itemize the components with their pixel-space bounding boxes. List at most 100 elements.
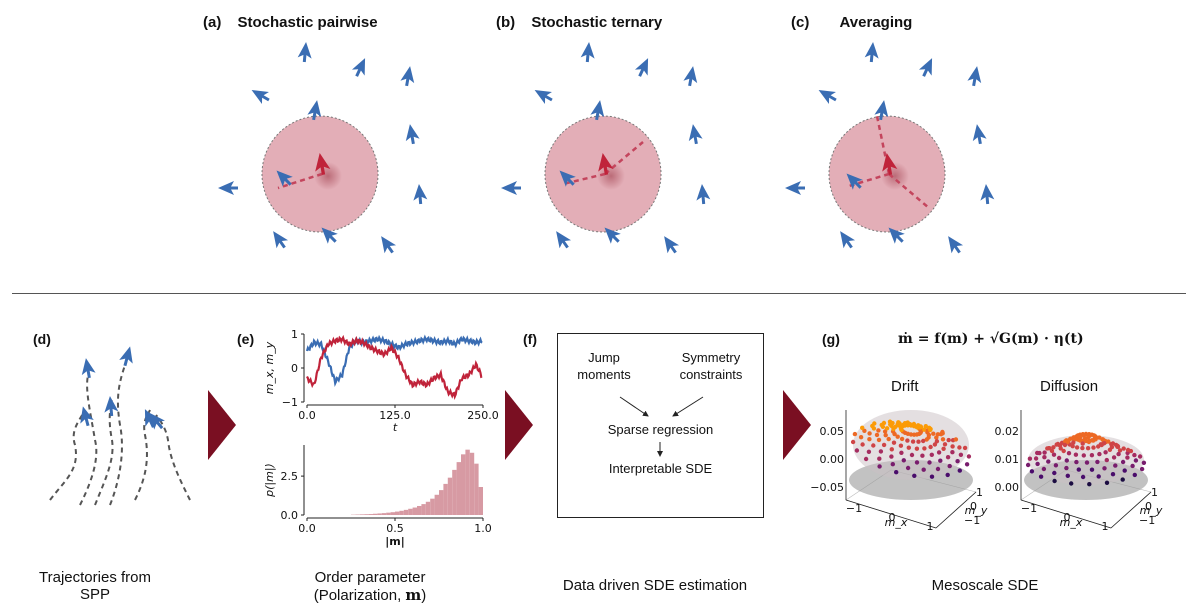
scatter-point [1120, 459, 1126, 465]
scatter-point [1139, 466, 1145, 472]
agent-arrow [501, 181, 521, 195]
scatter-point [852, 431, 858, 437]
scatter-point [876, 428, 881, 433]
scatter-point [1064, 458, 1069, 463]
panel-e-caption-line2-text: (Polarization, [313, 587, 406, 604]
scatter-point [884, 426, 890, 431]
scatter-point [1086, 439, 1092, 445]
arrow-sym-to-sparse [672, 396, 704, 417]
agent-arrow [297, 41, 314, 63]
scatter-point [936, 450, 942, 455]
panel-e-letter: (e) [237, 331, 255, 347]
z-tick-label: −0.05 [810, 481, 844, 494]
panel-a-letter: (a) [203, 14, 222, 31]
scatter-point [1115, 444, 1120, 449]
trajectory-4 [109, 361, 127, 506]
jump-moments-line1: Jump [588, 350, 620, 365]
scatter-point [1116, 451, 1121, 457]
symmetry-line1: Symmetry [681, 350, 741, 365]
scatter-point [923, 424, 928, 429]
scatter-point [1122, 468, 1127, 473]
agent-arrow [403, 122, 421, 146]
scatter-point [899, 450, 904, 455]
agent-arrow [966, 64, 984, 88]
panel-e-caption-line2: (Polarization, m) [280, 586, 460, 604]
panel-c-letter: (c) [791, 14, 810, 31]
scatter-point [874, 432, 880, 438]
scatter-point [929, 452, 934, 457]
hist-bar [399, 510, 404, 515]
panel-e-caption-end: ) [421, 587, 427, 604]
ts-series-my [306, 334, 483, 401]
scatter-point [1120, 477, 1125, 482]
ts-y-tick-label: −1 [282, 396, 298, 409]
scatter-point [895, 434, 900, 439]
ts-x-tick-label: 125.0 [379, 409, 411, 422]
scatter-point [1109, 444, 1115, 450]
flow-arrows [619, 396, 704, 457]
scatter-point [957, 468, 962, 473]
scatter-point [931, 431, 936, 436]
hist-bar [373, 513, 378, 515]
hist-bar [461, 454, 466, 515]
scatter-point [924, 437, 929, 442]
scatter-point [877, 456, 882, 461]
scatter-point [871, 443, 876, 448]
interaction-link [277, 172, 323, 190]
ts-y-tick-label: 0 [291, 362, 298, 375]
agent-arrow [118, 344, 137, 368]
hist-x-tick-label: 0.5 [386, 522, 404, 535]
panel-e-caption-line1: Order parameter [314, 569, 426, 586]
agent-arrow [531, 83, 556, 107]
scatter-point [940, 437, 946, 442]
scatter-point [926, 432, 932, 438]
scatter-point [1103, 450, 1108, 455]
hist-bar [430, 498, 435, 515]
scatter-point [1080, 441, 1085, 446]
scatter-point [858, 435, 864, 440]
panel-f-caption: Data driven SDE estimation [562, 577, 748, 594]
agent-arrow [102, 395, 119, 417]
sparse-regression-label: Sparse regression [607, 422, 714, 437]
x-tick-label: 1 [927, 520, 934, 533]
scatter-point [1117, 448, 1123, 453]
scatter-point [1091, 445, 1096, 450]
scatter-point [1110, 472, 1116, 477]
hist-bar [368, 514, 373, 515]
interaction-link [562, 172, 606, 186]
scatter-point [1064, 465, 1069, 471]
scatter-point [891, 440, 897, 445]
hist-bar [439, 490, 444, 515]
scatter-point [877, 464, 882, 469]
scatter-point [905, 438, 910, 443]
agent-arrow [218, 181, 238, 195]
scatter-point [1098, 442, 1103, 447]
scatter-point [896, 420, 901, 425]
scatter-point [1102, 441, 1107, 446]
hist-bar [395, 511, 400, 515]
hist-bar [456, 462, 461, 515]
z-tick-label: 0.05 [820, 425, 845, 438]
scatter-point [1141, 460, 1147, 465]
scatter-point [934, 435, 939, 440]
surface-fit [1028, 435, 1144, 485]
scatter-point [1096, 474, 1101, 479]
ts-x-label: t [393, 421, 398, 434]
y-tick-label: 0 [1145, 500, 1152, 513]
hist-bar [390, 512, 395, 515]
agent-arrow [79, 356, 97, 380]
scatter-point [958, 452, 964, 457]
x-tick-label: −1 [846, 502, 862, 515]
agent-arrow [550, 227, 574, 252]
hist-bar [469, 452, 475, 515]
panel-a-label: (a) Stochastic pairwise [203, 14, 378, 31]
scatter-point [1085, 446, 1091, 451]
scatter-point [883, 433, 888, 438]
scatter-point [927, 460, 932, 465]
scatter-point [912, 473, 917, 478]
x-tick-label: 1 [1102, 520, 1109, 533]
trajectories-diagram [49, 344, 191, 506]
hist-bar [386, 512, 391, 515]
scatter-point [1082, 436, 1088, 441]
